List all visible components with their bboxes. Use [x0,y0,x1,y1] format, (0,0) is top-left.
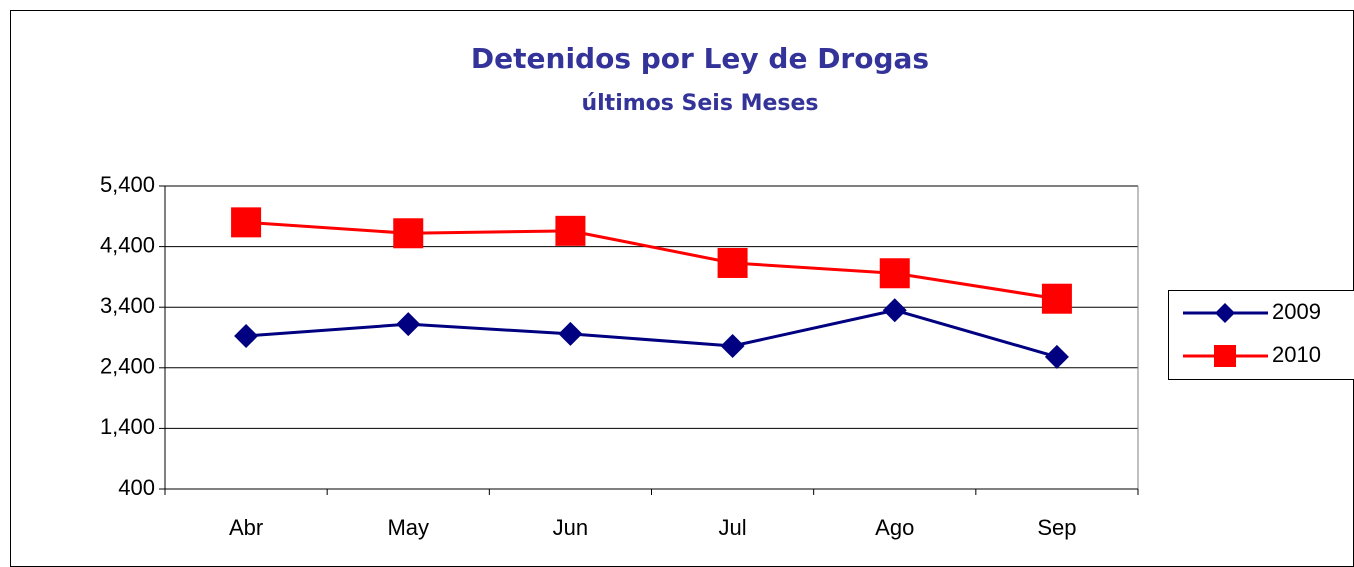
chart-subtitle: últimos Seis Meses [581,91,818,116]
x-tick-label: May [387,515,429,540]
series-line [245,308,1058,359]
marker [717,247,748,278]
marker [555,215,586,246]
y-tick-label: 5,400 [100,172,155,197]
marker [396,312,421,337]
marker [231,207,262,238]
marker [234,323,259,348]
series-line [245,220,1058,301]
marker [393,218,424,249]
legend-box [1168,290,1354,380]
chart-frame [10,10,1354,567]
legend-label: 2010 [1272,342,1321,367]
marker [882,298,907,323]
chart-title: Detenidos por Ley de Drogas [471,42,929,75]
y-tick-label: 2,400 [100,354,155,379]
x-tick-label: Abr [229,515,263,540]
y-tick-label: 3,400 [100,293,155,318]
marker [1041,283,1072,314]
marker [720,333,745,358]
legend-label: 2009 [1272,299,1321,324]
marker [879,258,910,289]
x-tick-label: Jul [719,515,747,540]
marker [1214,345,1236,367]
y-tick-label: 400 [118,475,155,500]
marker [1044,344,1069,369]
x-tick-label: Sep [1037,515,1076,540]
x-tick-label: Ago [875,515,914,540]
y-tick-label: 1,400 [100,414,155,439]
y-tick-label: 4,400 [100,232,155,257]
marker [1215,303,1235,323]
x-tick-label: Jun [553,515,588,540]
marker [558,321,583,346]
